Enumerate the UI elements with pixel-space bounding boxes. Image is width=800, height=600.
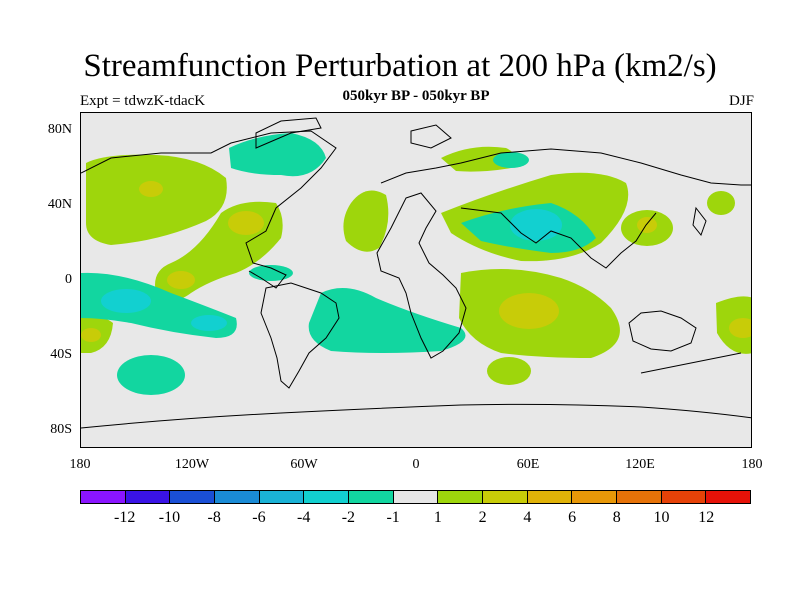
colorbar-box bbox=[617, 491, 662, 503]
x-tick-label: 0 bbox=[412, 457, 420, 472]
colorbar-box bbox=[661, 491, 707, 503]
colorbar-label: 10 bbox=[653, 509, 670, 526]
colorbar-label: 12 bbox=[698, 509, 715, 526]
colorbar-box bbox=[259, 491, 305, 503]
colorbar-label: -2 bbox=[341, 509, 356, 526]
experiment-label: Expt = tdwzK-tdacK bbox=[80, 93, 206, 109]
chart-title: Streamfunction Perturbation at 200 hPa (… bbox=[83, 48, 717, 84]
colorbar-box bbox=[438, 491, 484, 503]
x-tick-label: 180 bbox=[741, 457, 763, 472]
map-panel bbox=[80, 112, 752, 448]
colorbar-label: 2 bbox=[478, 509, 487, 526]
colorbar-label: -12 bbox=[114, 509, 136, 526]
y-tick-label: 80S bbox=[50, 422, 72, 437]
center-subtitle: 050kyr BP - 050kyr BP bbox=[342, 88, 490, 104]
season-label: DJF bbox=[728, 93, 754, 109]
colorbar-box bbox=[304, 491, 350, 503]
colorbar-box bbox=[81, 491, 126, 503]
colorbar-box bbox=[527, 491, 573, 503]
coastlines bbox=[81, 117, 751, 429]
colorbar-label: 6 bbox=[568, 509, 577, 526]
y-tick-label: 40S bbox=[50, 347, 72, 362]
colorbar-box bbox=[483, 491, 528, 503]
colorbar-box bbox=[125, 491, 171, 503]
negative-contours bbox=[81, 133, 596, 395]
colorbar-box bbox=[349, 491, 394, 503]
x-tick-label: 60W bbox=[290, 457, 318, 472]
y-tick-label: 40N bbox=[47, 197, 72, 212]
colorbar-label: -10 bbox=[158, 509, 181, 526]
y-tick-label: 80N bbox=[47, 122, 72, 137]
colorbar-label: 8 bbox=[612, 509, 621, 526]
colorbar-label: -8 bbox=[207, 509, 221, 526]
x-tick-label: 60E bbox=[516, 457, 540, 472]
colorbar-box bbox=[215, 491, 260, 503]
colorbar-label: -6 bbox=[252, 509, 266, 526]
x-tick-label: 120W bbox=[174, 457, 210, 472]
colorbar bbox=[80, 490, 751, 504]
colorbar-label: 4 bbox=[523, 509, 532, 526]
colorbar-label: -4 bbox=[296, 509, 311, 526]
colorbar-label: -1 bbox=[386, 509, 400, 526]
map-svg bbox=[81, 113, 751, 447]
colorbar-box bbox=[572, 491, 618, 503]
colorbar-box bbox=[706, 491, 751, 503]
y-tick-label: 0 bbox=[65, 272, 72, 287]
colorbar-label: 1 bbox=[433, 509, 442, 526]
x-tick-label: 120E bbox=[625, 457, 655, 472]
colorbar-box bbox=[393, 491, 439, 503]
colorbar-box bbox=[170, 491, 216, 503]
x-tick-label: 180 bbox=[69, 457, 91, 472]
